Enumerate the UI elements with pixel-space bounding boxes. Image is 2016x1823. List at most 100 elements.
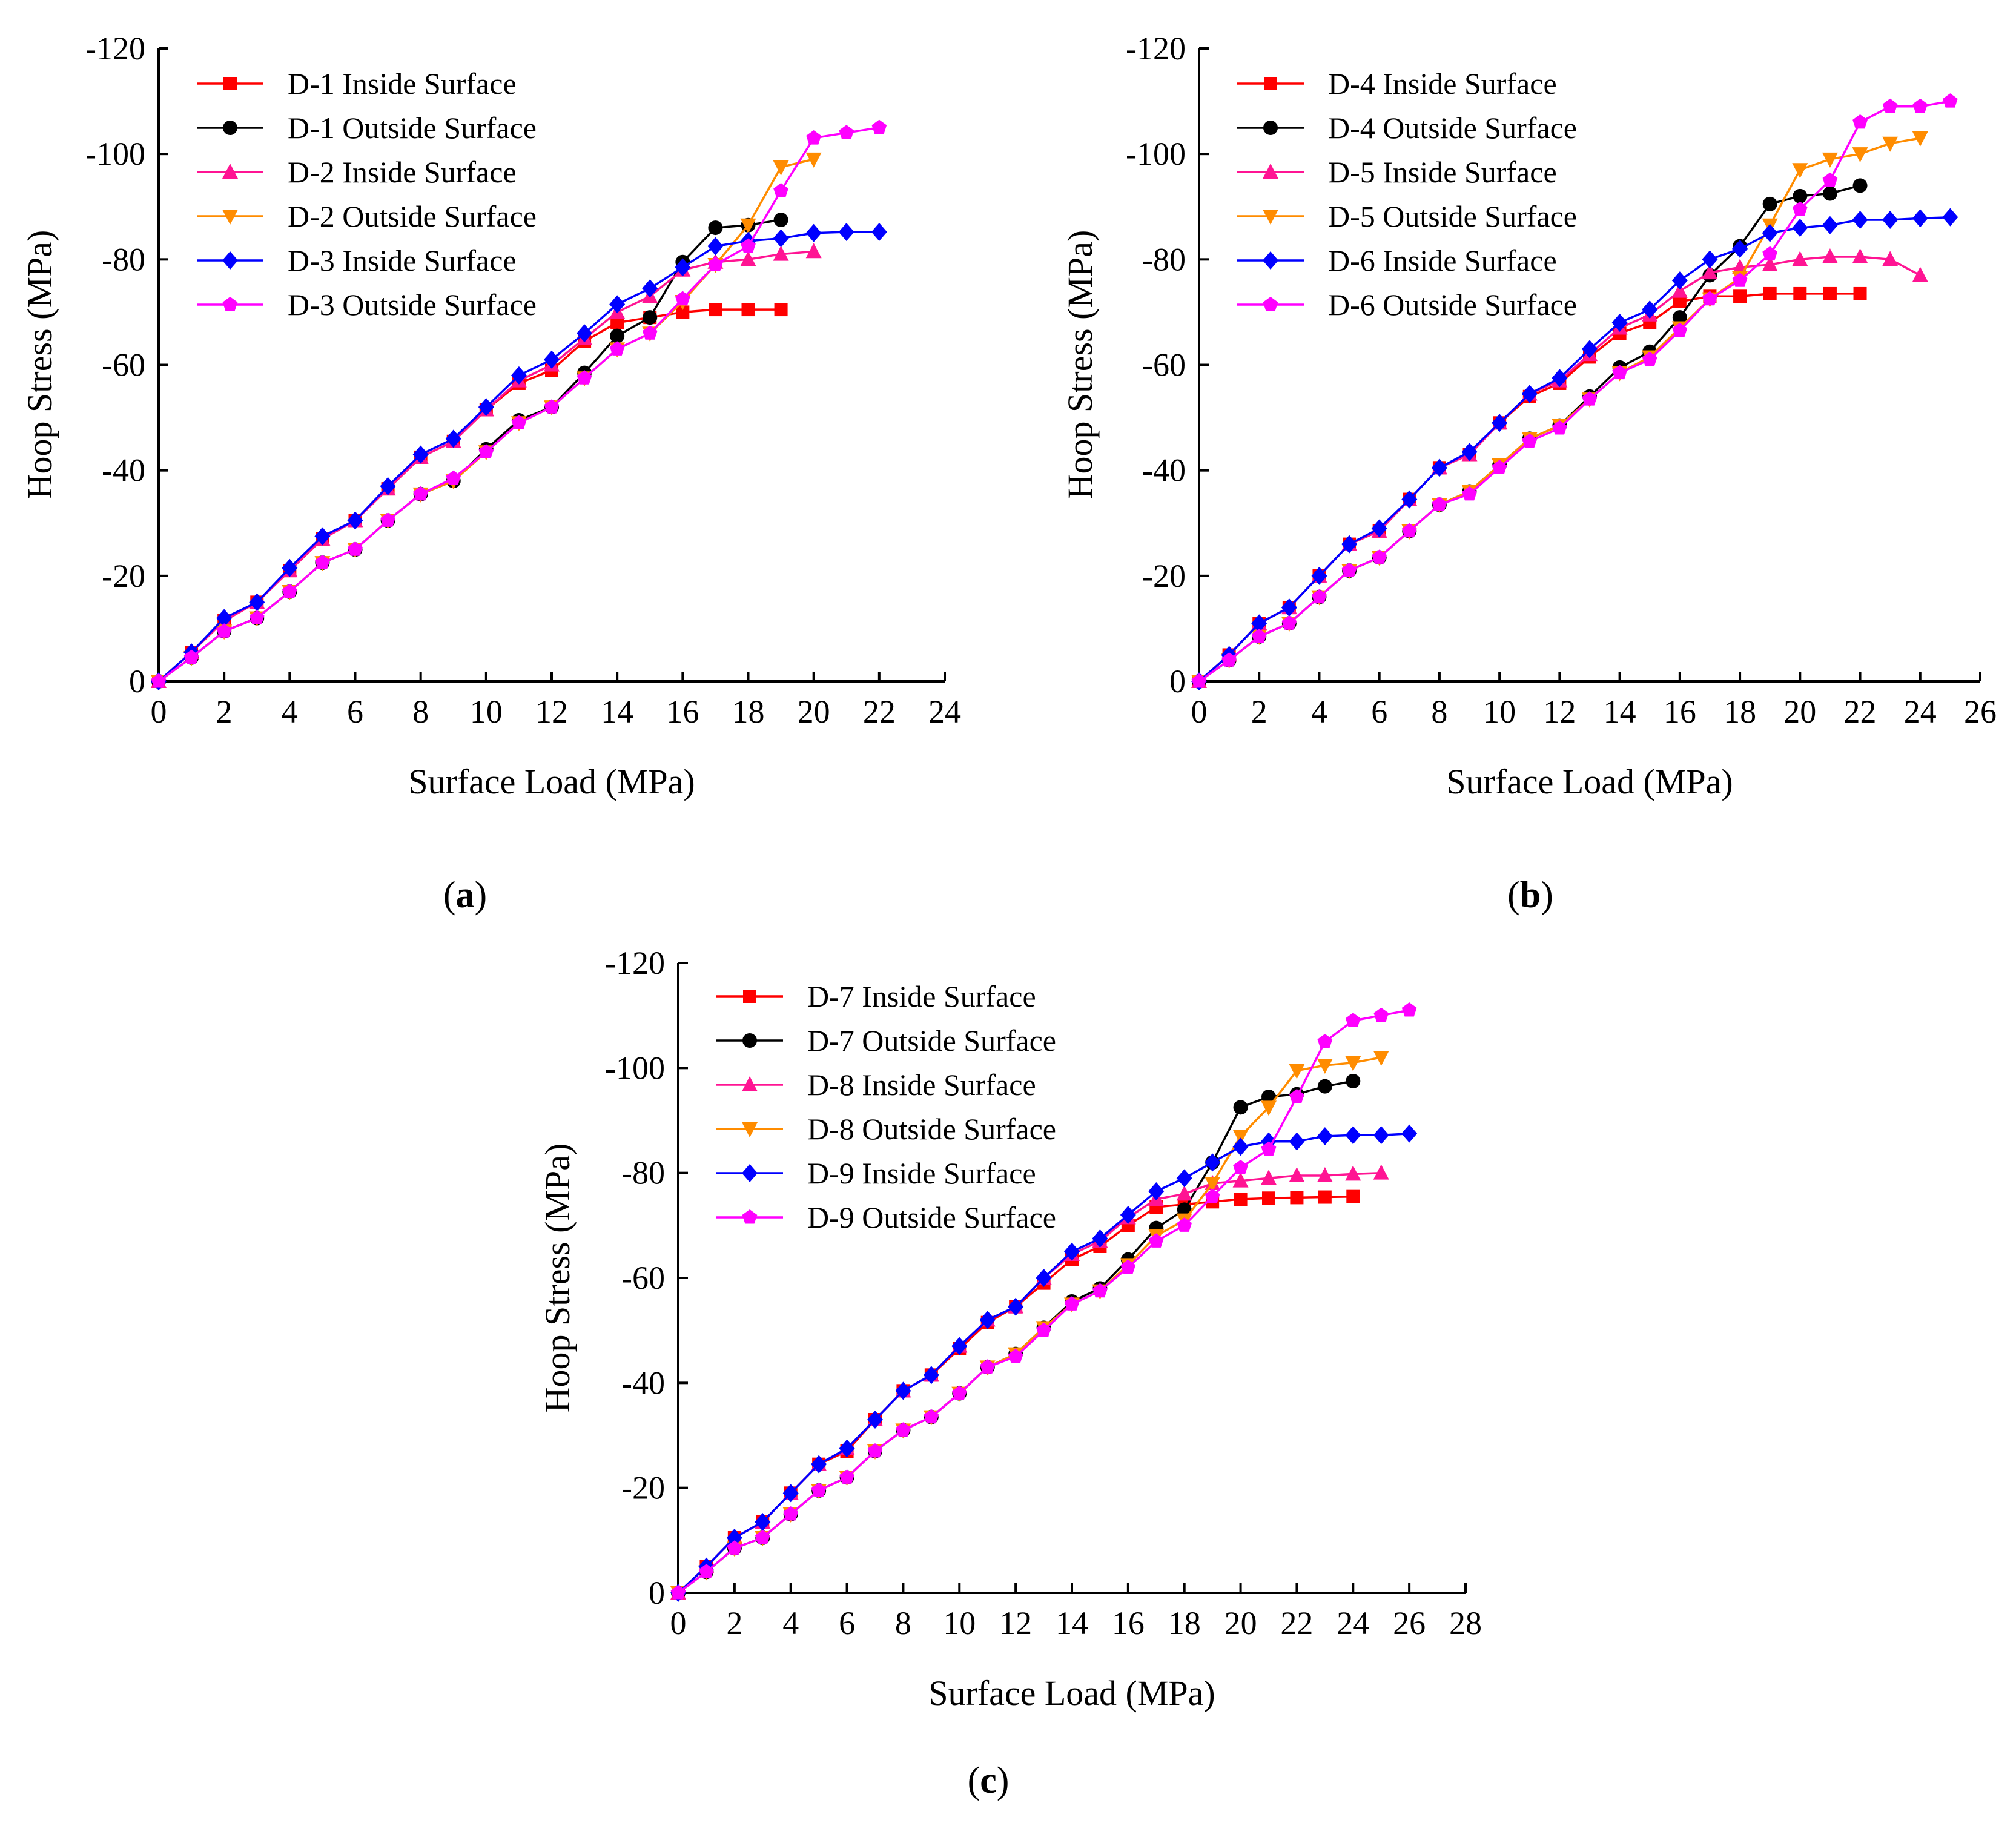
data-point — [1232, 1172, 1249, 1188]
data-point — [1762, 196, 1777, 211]
data-point — [1262, 1191, 1275, 1205]
data-point — [1317, 1127, 1333, 1145]
data-point — [805, 152, 822, 168]
x-tick-label: 12 — [535, 693, 568, 730]
data-point — [806, 130, 821, 145]
data-point — [347, 511, 363, 530]
data-point — [871, 223, 887, 242]
data-point — [1642, 351, 1657, 366]
data-point — [1036, 1322, 1051, 1337]
data-point — [1852, 178, 1868, 193]
data-point — [1312, 589, 1327, 604]
x-tick-label: 14 — [1604, 693, 1636, 730]
x-tick-label: 14 — [1056, 1605, 1088, 1641]
data-point — [413, 486, 428, 501]
data-point — [1733, 289, 1747, 303]
data-point — [755, 1530, 770, 1544]
x-tick-label: 6 — [1371, 693, 1387, 730]
x-tick-label: 12 — [1543, 693, 1576, 730]
data-point — [1289, 1064, 1305, 1079]
data-point — [838, 223, 854, 242]
data-point — [670, 1585, 686, 1600]
data-point — [1177, 1217, 1192, 1232]
legend-marker — [742, 1076, 758, 1091]
legend-marker — [1263, 121, 1278, 135]
legend-entry: D-7 Inside Surface — [716, 979, 1036, 1013]
data-point — [1702, 264, 1718, 280]
x-tick-label: 24 — [928, 693, 961, 730]
data-point — [1345, 1165, 1361, 1181]
x-tick-label: 16 — [666, 693, 699, 730]
x-tick-label: 24 — [1337, 1605, 1369, 1641]
legend-marker — [222, 297, 238, 311]
data-point — [249, 593, 265, 612]
data-point — [741, 238, 756, 253]
data-point — [610, 316, 624, 329]
data-point — [1792, 219, 1808, 237]
data-point — [1672, 310, 1687, 325]
series-6 — [1191, 93, 1958, 688]
x-tick-label: 22 — [863, 693, 896, 730]
legend-label: D-7 Outside Surface — [807, 1024, 1056, 1057]
y-tick-label: -20 — [102, 558, 145, 594]
legend-label: D-6 Inside Surface — [1328, 243, 1557, 277]
legend-entry: D-9 Inside Surface — [716, 1156, 1036, 1190]
data-point — [1191, 673, 1207, 688]
caption-close: ) — [1541, 875, 1553, 916]
data-point — [1611, 313, 1628, 332]
caption-open: ( — [968, 1760, 980, 1801]
legend-entry: D-8 Outside Surface — [716, 1112, 1056, 1146]
data-point — [773, 229, 789, 248]
x-tick-label: 18 — [732, 693, 765, 730]
data-point — [577, 324, 593, 343]
data-point — [609, 341, 625, 356]
legend-marker — [1264, 77, 1277, 90]
data-point — [676, 305, 690, 319]
data-point — [1251, 629, 1267, 643]
data-point — [1176, 1169, 1192, 1188]
legend-label: D-3 Inside Surface — [288, 243, 517, 277]
data-point — [1317, 1079, 1332, 1094]
data-point — [315, 555, 330, 569]
x-tick-label: 20 — [798, 693, 830, 730]
data-point — [1673, 295, 1687, 308]
data-point — [811, 1483, 827, 1497]
data-point — [1318, 1190, 1332, 1204]
data-point — [511, 366, 527, 385]
data-point — [740, 218, 756, 234]
data-point — [1702, 291, 1717, 306]
legend-marker — [223, 77, 237, 90]
data-point — [282, 558, 298, 577]
data-point — [282, 584, 297, 598]
legend-marker — [743, 990, 756, 1003]
data-point — [951, 1337, 968, 1355]
data-point — [1823, 286, 1837, 300]
data-point — [924, 1409, 939, 1424]
legend-label: D-4 Outside Surface — [1328, 111, 1577, 145]
data-point — [1822, 248, 1838, 263]
data-point — [1521, 385, 1538, 403]
data-point — [1371, 519, 1387, 538]
data-point — [1852, 114, 1868, 129]
data-point — [1092, 1229, 1108, 1248]
data-point — [839, 125, 854, 139]
data-point — [708, 220, 723, 236]
data-point — [249, 610, 265, 624]
x-tick-label: 22 — [1280, 1605, 1313, 1641]
series-5 — [1191, 208, 1958, 690]
legend-label: D-7 Inside Surface — [807, 979, 1036, 1013]
data-point — [773, 245, 789, 261]
legend-label: D-1 Inside Surface — [288, 67, 517, 101]
ticks: 0 2 4 6 8 10 12 14 16 18 20 22 240-20-40-60-80-100-1… — [85, 30, 961, 730]
x-tick-label: 8 — [412, 693, 429, 730]
x-tick-label: 6 — [839, 1605, 855, 1641]
data-point — [642, 279, 658, 298]
data-point — [1233, 1160, 1248, 1174]
data-point — [1234, 1193, 1248, 1206]
data-point — [1345, 1013, 1361, 1027]
data-point — [1317, 1167, 1333, 1182]
legend-label: D-4 Inside Surface — [1328, 67, 1557, 101]
data-point — [1431, 458, 1447, 477]
data-point — [1732, 273, 1748, 287]
data-point — [1341, 535, 1358, 554]
